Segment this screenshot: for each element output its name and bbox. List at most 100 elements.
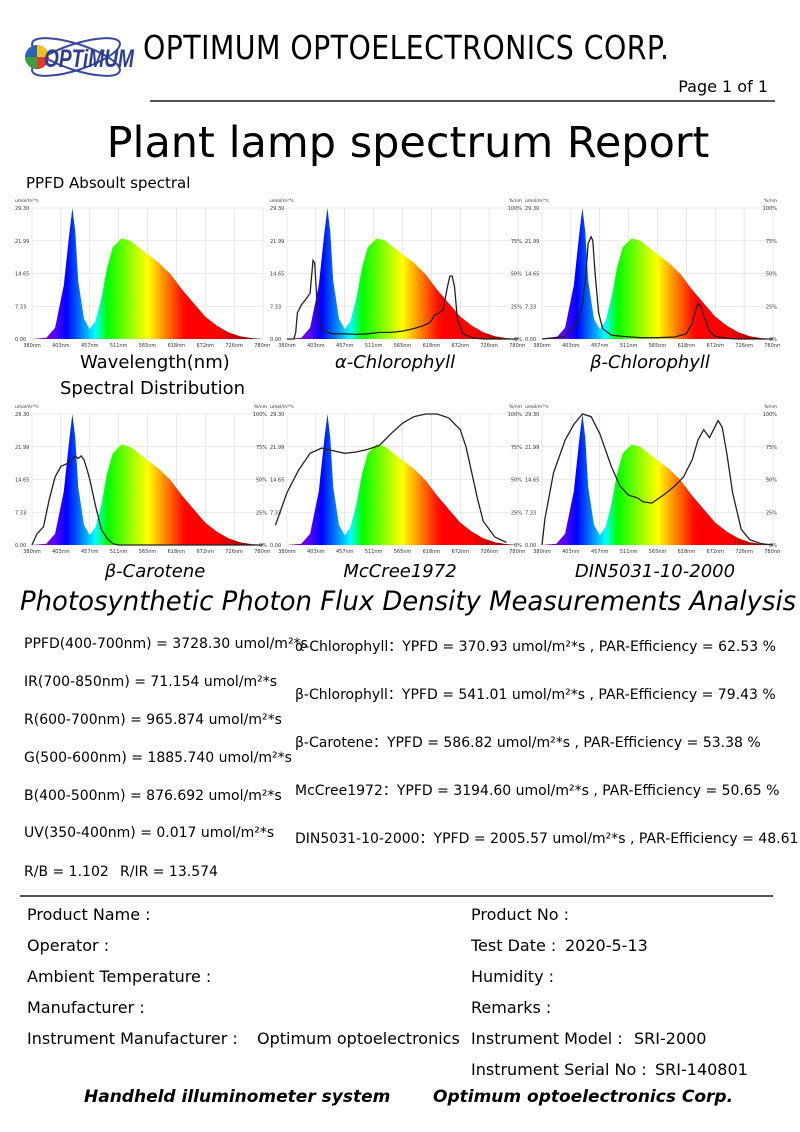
x-tick-label: 511nm [110,549,128,555]
y2-tick-label: 0% [769,337,777,343]
header-divider [150,100,775,102]
y2-tick-label: 25% [511,510,522,516]
sensitivity-curve [31,454,263,546]
y-tick-label: 0.00 [270,543,281,549]
x-tick-label: 380nm [23,343,41,349]
y2-tick-label: 75% [766,239,777,245]
spectrum-area [542,414,773,545]
y-tick-label: 29.30 [270,412,284,418]
wavelength-label: Wavelength(nm) [80,352,230,373]
y2-axis-label: %/nm [509,198,522,204]
y-axis-label: umol/m²*s [15,198,39,204]
x-tick-label: 565nm [139,343,157,349]
x-tick-label: 672nm [706,549,724,555]
y2-tick-label: 0% [514,337,522,343]
y-tick-label: 29.30 [525,412,539,418]
mccree-result: McCree1972：YPFD = 3194.60 umol/m²*s , PA… [295,783,780,799]
spectrum-area [287,208,518,339]
chart-caption: DIN5031-10-2000 [574,561,736,582]
x-tick-label: 511nm [620,343,638,349]
x-tick-label: 403nm [562,343,580,349]
manufacturer-label: Manufacturer : [27,998,145,1017]
din5031-result: DIN5031-10-2000：YPFD = 2005.57 umol/m²*s… [295,831,800,847]
x-tick-label: 726nm [735,343,753,349]
y-tick-label: 0.00 [15,337,26,343]
y2-tick-label: 50% [766,478,777,484]
x-tick-label: 511nm [365,343,383,349]
operator-label: Operator : [27,936,110,955]
x-tick-label: 565nm [394,343,412,349]
y2-axis-label: %/nm [509,404,522,410]
rir-ratio: R/IR = 13.574 [120,864,218,880]
instrument-model-value: SRI-2000 [634,1029,707,1048]
x-tick-label: 565nm [649,549,667,555]
x-tick-label: 780nm [254,343,270,349]
y2-tick-label: 50% [766,272,777,278]
y2-tick-label: 100% [763,206,778,212]
spectral-distribution-label: Spectral Distribution [60,378,246,399]
y2-tick-label: 50% [511,272,522,278]
humidity-label: Humidity : [471,967,555,986]
product-name-label: Product Name : [27,905,151,924]
x-tick-label: 565nm [394,549,412,555]
ppfd-spectral-label: PPFD Absoult spectral [26,174,191,192]
x-tick-label: 511nm [365,549,383,555]
x-tick-label: 380nm [23,549,41,555]
ppfd-value: PPFD(400-700nm) = 3728.30 umol/m²*s [24,636,308,652]
x-tick-label: 780nm [764,343,780,349]
x-tick-label: 672nm [451,343,469,349]
x-tick-label: 618nm [678,549,696,555]
footer-company: Optimum optoelectronics Corp. [433,1087,734,1107]
y-tick-label: 21.99 [15,239,29,245]
alpha-chlorophyll-chart: 29.30 21.99 14.65 7.33 0.00 umol/m²*s 100% 75% 5… [270,198,525,349]
y2-tick-label: 25% [766,510,777,516]
spectrum-area [32,414,263,545]
x-tick-label: 618nm [423,343,441,349]
y-tick-label: 7.33 [525,510,536,516]
x-tick-label: 726nm [225,549,243,555]
y-tick-label: 29.30 [525,206,539,212]
y2-axis-label: %/nm [254,404,267,410]
y-axis-label: umol/m²*s [270,404,294,410]
r-value: R(600-700nm) = 965.874 umol/m²*s [24,712,282,728]
y-axis-label: umol/m²*s [525,404,549,410]
company-logo: OPTiMUM [25,37,135,77]
x-tick-label: 780nm [509,549,525,555]
y-tick-label: 0.00 [15,543,26,549]
y-tick-label: 7.33 [15,510,26,516]
y-tick-label: 7.33 [270,510,281,516]
y2-tick-label: 75% [256,445,267,451]
y2-tick-label: 100% [508,412,523,418]
y-tick-label: 29.30 [15,206,29,212]
y2-tick-label: 100% [253,412,268,418]
y2-tick-label: 0% [514,543,522,549]
y2-tick-label: 100% [508,206,523,212]
remarks-label: Remarks : [471,998,552,1017]
uv-value: UV(350-400nm) = 0.017 umol/m²*s [24,825,275,841]
x-tick-label: 403nm [307,549,325,555]
x-tick-label: 380nm [278,549,296,555]
y-tick-label: 21.99 [270,445,284,451]
analysis-title: Photosynthetic Photon Flux Density Measu… [20,586,797,617]
page-number: Page 1 of 1 [678,77,768,96]
y2-tick-label: 100% [763,412,778,418]
y-axis-label: umol/m²*s [15,404,39,410]
y-axis-label: umol/m²*s [525,198,549,204]
alpha-chlorophyll-result: α-Chlorophyll：YPFD = 370.93 umol/m²*s , … [295,639,776,655]
beta-chlorophyll-chart: 29.30 21.99 14.65 7.33 0.00 umol/m²*s 100% 75% 5… [525,198,780,349]
ppfd-spectrum-chart: 29.30 21.99 14.65 7.33 0.00 umol/m²*s 380nm 403… [15,198,270,349]
y-tick-label: 7.33 [15,304,26,310]
x-tick-label: 618nm [678,343,696,349]
instrument-serial-value: SRI-140801 [655,1060,748,1079]
din5031-chart: 29.30 21.99 14.65 7.33 0.00 umol/m²*s 100% 75% 5… [525,404,780,555]
y2-tick-label: 75% [511,239,522,245]
x-tick-label: 403nm [52,549,70,555]
x-tick-label: 726nm [735,549,753,555]
x-tick-label: 672nm [451,549,469,555]
chart-caption: β-Chlorophyll [590,352,710,373]
instrument-serial-label: Instrument Serial No : [471,1060,647,1079]
x-tick-label: 457nm [81,549,99,555]
instrument-manufacturer-label: Instrument Manufacturer : [27,1029,238,1048]
x-tick-label: 511nm [620,549,638,555]
y-tick-label: 14.65 [270,478,284,484]
